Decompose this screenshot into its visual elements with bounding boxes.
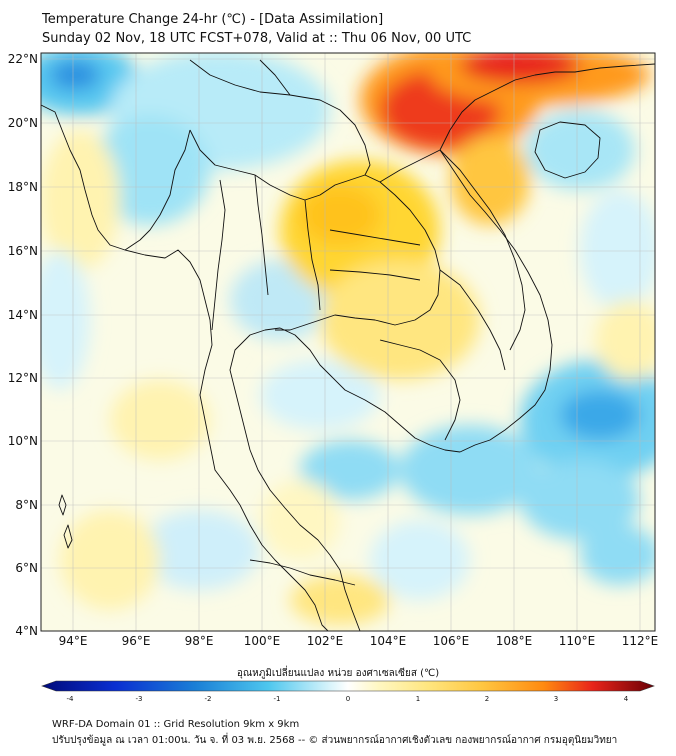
lat-tick-label: 8°N — [15, 498, 38, 512]
lat-axis: 22°N 20°N 18°N 16°N 14°N 12°N 10°N 8°N 6… — [8, 52, 38, 638]
footer-credit: ปรับปรุงข้อมูล ณ เวลา 01:00น. วัน จ. ที่… — [52, 735, 618, 746]
colorbar-tick-label: -4 — [67, 695, 75, 703]
lon-axis: 94°E 96°E 98°E 100°E 102°E 104°E 106°E 1… — [59, 634, 659, 648]
lat-tick-label: 16°N — [8, 244, 38, 258]
lon-tick-label: 110°E — [559, 634, 596, 648]
lon-tick-label: 106°E — [433, 634, 470, 648]
colorbar-tick-label: -1 — [274, 695, 281, 703]
lat-tick-label: 10°N — [8, 434, 38, 448]
lat-tick-label: 6°N — [15, 561, 38, 575]
lon-tick-label: 98°E — [185, 634, 214, 648]
lon-tick-label: 96°E — [122, 634, 151, 648]
temperature-field — [41, 53, 655, 631]
lat-tick-label: 14°N — [8, 308, 38, 322]
colorbar-tick-label: 4 — [624, 695, 629, 703]
footer-model-info: WRF-DA Domain 01 :: Grid Resolution 9km … — [52, 719, 300, 730]
lon-tick-label: 104°E — [370, 634, 407, 648]
map-frame — [40, 52, 656, 632]
lon-tick-label: 94°E — [59, 634, 88, 648]
colorbar-tick-label: -2 — [205, 695, 212, 703]
lat-tick-label: 22°N — [8, 52, 38, 66]
coastlines — [41, 59, 655, 631]
colorbar-tick-label: -3 — [136, 695, 143, 703]
lon-tick-label: 100°E — [244, 634, 281, 648]
colorbar-title: อุณหภูมิเปลี่ยนแปลง หน่วย องศาเซลเซียส (… — [236, 668, 440, 679]
colorbar-tick-label: 1 — [416, 695, 420, 703]
colorbar-tick-label: 2 — [485, 695, 489, 703]
colorbar-tick-label: 0 — [346, 695, 350, 703]
colorbar-tick-label: 3 — [554, 695, 558, 703]
lat-tick-label: 18°N — [8, 180, 38, 194]
lat-tick-label: 20°N — [8, 116, 38, 130]
graticule — [41, 53, 655, 631]
colorbar-ticks: -4 -3 -2 -1 0 1 2 3 4 — [67, 695, 629, 703]
lon-tick-label: 102°E — [307, 634, 344, 648]
colorbar-bar — [41, 680, 655, 692]
colorbar: -4 -3 -2 -1 0 1 2 3 4 — [41, 680, 655, 703]
lon-tick-label: 108°E — [496, 634, 533, 648]
lat-tick-label: 12°N — [8, 371, 38, 385]
lat-tick-label: 4°N — [15, 624, 38, 638]
lon-tick-label: 112°E — [622, 634, 659, 648]
map-subtitle: Sunday 02 Nov, 18 UTC FCST+078, Valid at… — [42, 31, 472, 46]
map-title: Temperature Change 24-hr (℃) - [Data Ass… — [42, 12, 384, 27]
